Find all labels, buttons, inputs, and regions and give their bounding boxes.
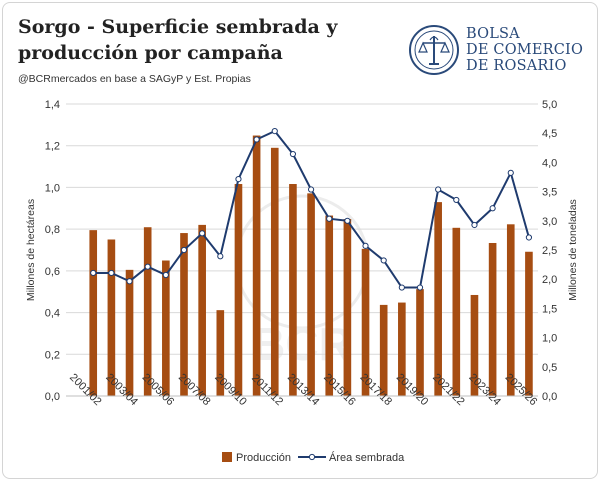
chart-title: Sorgo - Superficie sembrada y producción… <box>18 16 338 64</box>
production-bar <box>89 230 98 396</box>
logo-text: BOLSA DE COMERCIO DE ROSARIO <box>466 26 583 74</box>
production-bars <box>89 135 533 396</box>
area-line-point <box>144 263 151 270</box>
area-line-point <box>362 242 369 249</box>
area-line-point <box>307 186 315 193</box>
production-bar <box>506 224 515 396</box>
production-bar <box>343 219 352 396</box>
area-line-point <box>253 136 260 143</box>
area-line-point <box>380 257 387 264</box>
production-bar <box>289 184 297 396</box>
area-line-point <box>271 128 278 135</box>
y-left-tick-label: 1,2 <box>45 141 60 153</box>
y-left-tick-label: 1,4 <box>45 99 60 111</box>
production-bar <box>107 239 116 396</box>
y-right-tick-label: 0,0 <box>542 391 557 403</box>
area-line-point <box>326 215 333 222</box>
area-line-point <box>507 169 514 176</box>
production-bar <box>143 227 152 396</box>
production-bar <box>361 248 370 396</box>
production-bar <box>525 251 533 396</box>
y-left-tick-label: 0,4 <box>45 308 60 320</box>
y-right-tick-label: 3,0 <box>542 216 557 228</box>
area-line-point <box>217 253 224 260</box>
y-left-tick-label: 1,0 <box>45 182 60 194</box>
legend-label-produccion: Producción <box>236 452 291 464</box>
bcr-logo: BOLSA DE COMERCIO DE ROSARIO <box>408 20 588 84</box>
area-line-point <box>126 278 133 285</box>
area-line-point <box>90 269 97 277</box>
area-line-point <box>525 234 533 241</box>
area-line-point <box>471 221 478 229</box>
x-tick-label: 2001/02 <box>67 372 104 409</box>
area-line-point <box>180 246 188 254</box>
y-left-tick-label: 0,0 <box>45 391 60 403</box>
production-bar <box>398 302 406 396</box>
y-right-tick-label: 4,0 <box>542 157 557 169</box>
area-line-point <box>108 269 115 277</box>
production-bar <box>416 289 424 396</box>
legend-swatch-produccion <box>222 452 232 462</box>
legend-marker-area <box>308 453 316 461</box>
area-line-point <box>289 150 297 158</box>
area-line-point <box>344 217 351 224</box>
production-bar <box>234 184 243 396</box>
production-bar <box>216 310 225 396</box>
production-bar <box>162 260 170 396</box>
production-bar <box>125 269 134 396</box>
y-right-tick-label: 2,5 <box>542 245 557 257</box>
production-bar <box>325 215 334 396</box>
y-right-tick-label: 5,0 <box>542 99 557 111</box>
area-line-point <box>398 284 405 291</box>
area-line <box>90 128 533 291</box>
legend-label-area: Área sembrada <box>329 451 405 464</box>
area-line-point <box>453 196 460 204</box>
y-right-tick-label: 4,5 <box>542 128 557 140</box>
area-line-point <box>235 175 242 183</box>
y-right-tick-label: 3,5 <box>542 187 557 199</box>
production-bar <box>470 294 479 396</box>
production-bar <box>488 242 497 396</box>
area-line-point <box>435 186 442 193</box>
production-bar <box>252 135 261 396</box>
y-right-tick-label: 1,5 <box>542 303 557 315</box>
production-bar <box>270 147 279 396</box>
y-left-tick-label: 0,6 <box>45 266 60 278</box>
logo-line: DE ROSARIO <box>466 58 567 74</box>
legend: Producción Área sembrada <box>222 451 405 464</box>
area-line-point <box>162 271 169 279</box>
y-left-axis-title: Millones de hectáreas <box>25 199 37 301</box>
y-right-tick-label: 0,5 <box>542 362 557 374</box>
watermark-text: BCR <box>252 318 352 370</box>
y-right-tick-label: 1,0 <box>542 333 557 345</box>
production-bar <box>452 227 461 396</box>
y-right-axis-title: Millones de toneladas <box>567 199 579 301</box>
area-line-point <box>199 230 206 237</box>
y-left-tick-label: 0,8 <box>45 224 60 236</box>
production-bar <box>198 224 206 396</box>
bcr-emblem-icon <box>409 25 459 75</box>
production-bar <box>307 193 315 396</box>
production-bar <box>180 233 188 396</box>
chart-subtitle: @BCRmercados en base a SAGyP y Est. Prop… <box>18 73 251 85</box>
area-line-point <box>489 205 496 212</box>
y-left-tick-label: 0,2 <box>45 349 60 361</box>
logo-line: BOLSA <box>466 26 520 42</box>
production-bar <box>379 304 388 396</box>
production-bar <box>434 202 442 396</box>
y-right-tick-label: 2,0 <box>542 274 557 286</box>
area-line-point <box>416 284 424 291</box>
logo-line: DE COMERCIO <box>466 42 584 58</box>
